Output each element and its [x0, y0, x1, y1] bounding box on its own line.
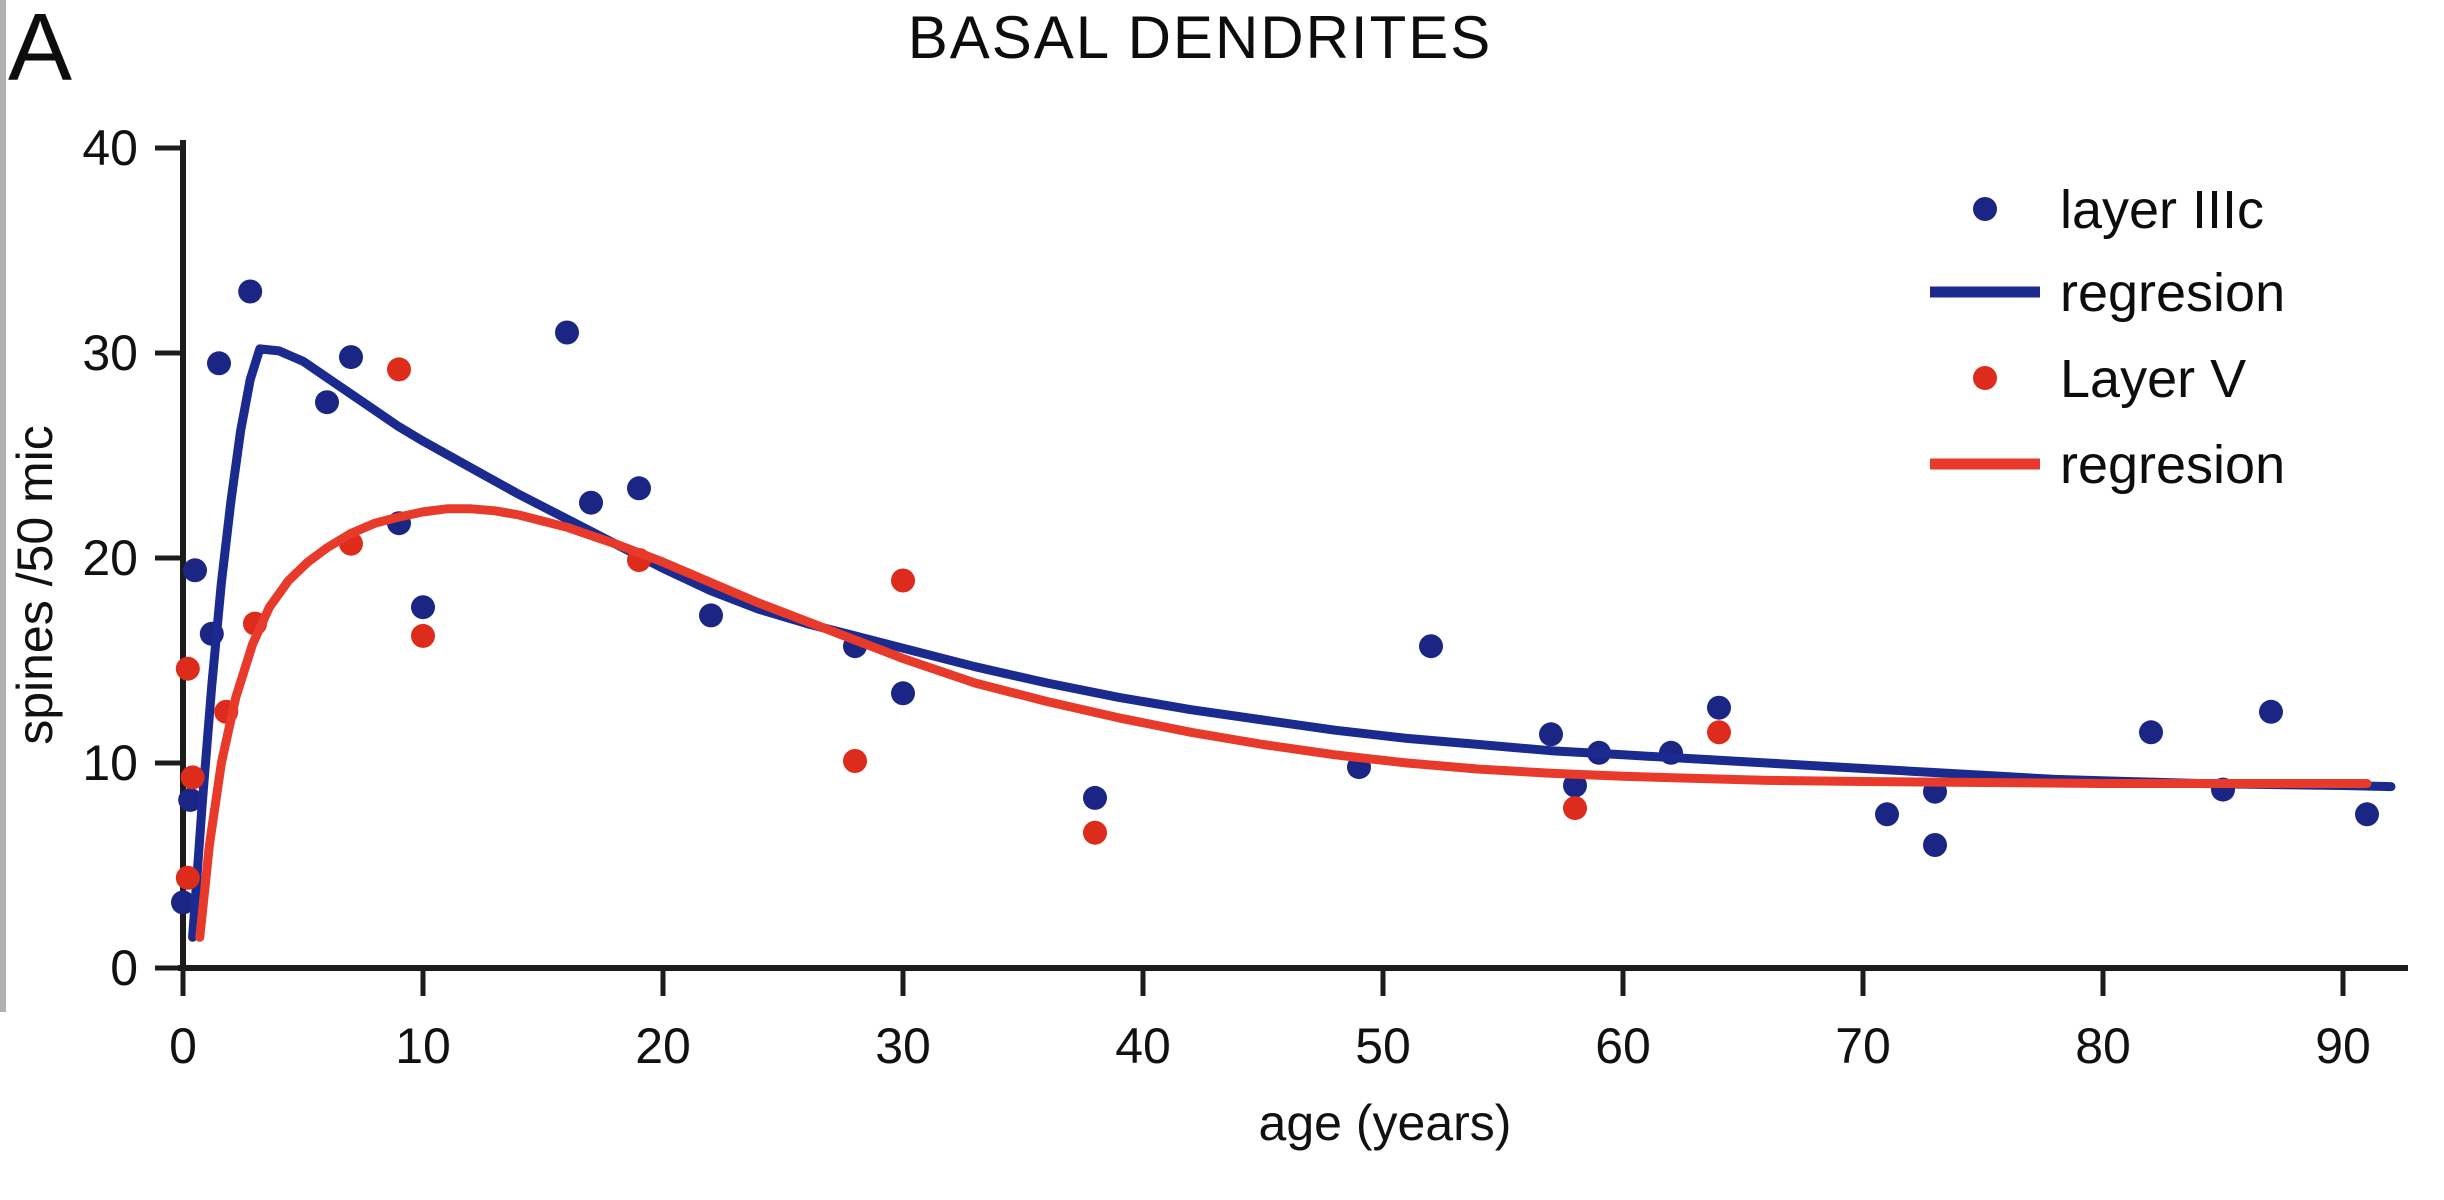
data-point-layer-iiic: [411, 595, 435, 620]
legend-label: Layer V: [2060, 349, 2246, 409]
y-tick-label: 30: [82, 325, 138, 381]
data-point-layer-iiic: [1539, 722, 1563, 747]
legend-entry: layer IIIc: [1973, 180, 2264, 240]
data-point-layer-iiic: [207, 351, 231, 376]
x-tick-label: 60: [1595, 1018, 1651, 1074]
y-tick-label: 20: [82, 530, 138, 586]
x-tick-label: 90: [2315, 1018, 2371, 1074]
legend-dot-marker: [1973, 366, 1997, 390]
x-tick-label: 30: [875, 1018, 931, 1074]
data-point-layer-iiic: [171, 890, 195, 915]
data-point-layer-v: [843, 749, 867, 773]
data-point-layer-iiic: [1923, 833, 1947, 857]
data-point-layer-iiic: [1419, 634, 1443, 659]
data-point-layer-v: [175, 656, 200, 681]
data-point-layer-iiic: [238, 279, 263, 304]
legend-label: regresion: [2060, 263, 2285, 323]
x-tick-label: 80: [2075, 1018, 2131, 1074]
data-point-layer-v: [891, 568, 915, 593]
legend: layer IIIc regresion Layer V regresion: [1930, 180, 2285, 495]
legend-entry: regresion: [1930, 263, 2285, 323]
data-point-layer-iiic: [2259, 699, 2283, 724]
data-point-layer-iiic: [555, 320, 579, 345]
data-point-layer-iiic: [1707, 695, 1731, 720]
data-point-layer-v: [175, 865, 200, 890]
data-point-layer-iiic: [1563, 773, 1587, 798]
x-tick-label: 50: [1355, 1018, 1411, 1074]
y-tick-label: 40: [82, 120, 138, 176]
data-point-layer-v: [411, 623, 435, 648]
y-axis-label: spines /50 mic: [7, 425, 63, 745]
chart-title: BASAL DENDRITES: [908, 4, 1493, 71]
data-point-layer-iiic: [339, 345, 363, 370]
data-point-layer-iiic: [2139, 720, 2163, 745]
data-point-layer-iiic: [579, 490, 603, 515]
legend-dot-marker: [1973, 197, 1997, 221]
legend-entry: regresion: [1930, 435, 2285, 495]
legend-label: layer IIIc: [2060, 180, 2264, 240]
data-point-layer-iiic: [891, 681, 915, 706]
regression-line-regresion-layer-v: [195, 504, 2372, 942]
y-tick-label: 0: [110, 940, 138, 996]
x-tick-label: 0: [169, 1018, 197, 1074]
data-point-layer-iiic: [2355, 802, 2379, 827]
x-tick-label: 20: [635, 1018, 691, 1074]
data-point-layer-iiic: [627, 476, 651, 501]
data-point-layer-v: [1563, 796, 1587, 821]
legend-label: regresion: [2060, 435, 2285, 495]
y-tick-label: 10: [82, 735, 138, 791]
data-point-layer-iiic: [178, 787, 203, 812]
axes: 0 10 20 30 40 50 60 70 80 90 0 10 20 30 40: [82, 120, 2408, 1074]
data-point-layer-v: [180, 765, 205, 790]
x-tick-label: 70: [1835, 1018, 1891, 1074]
data-point-layer-iiic: [315, 390, 339, 415]
legend-entry: Layer V: [1973, 349, 2246, 409]
data-point-layer-iiic: [1083, 785, 1107, 810]
x-tick-label: 40: [1115, 1018, 1171, 1074]
panel-label: A: [8, 0, 72, 101]
scan-edge-artifact: [0, 0, 6, 1012]
plot-area: [171, 279, 2396, 942]
data-point-layer-iiic: [183, 558, 207, 583]
data-point-layer-v: [387, 357, 411, 382]
data-point-layer-iiic: [699, 603, 723, 628]
x-tick-label: 10: [395, 1018, 451, 1074]
data-point-layer-v: [1083, 820, 1107, 845]
data-point-layer-v: [1707, 720, 1731, 745]
data-point-layer-iiic: [1875, 802, 1899, 827]
x-axis-label: age (years): [1259, 1095, 1512, 1151]
